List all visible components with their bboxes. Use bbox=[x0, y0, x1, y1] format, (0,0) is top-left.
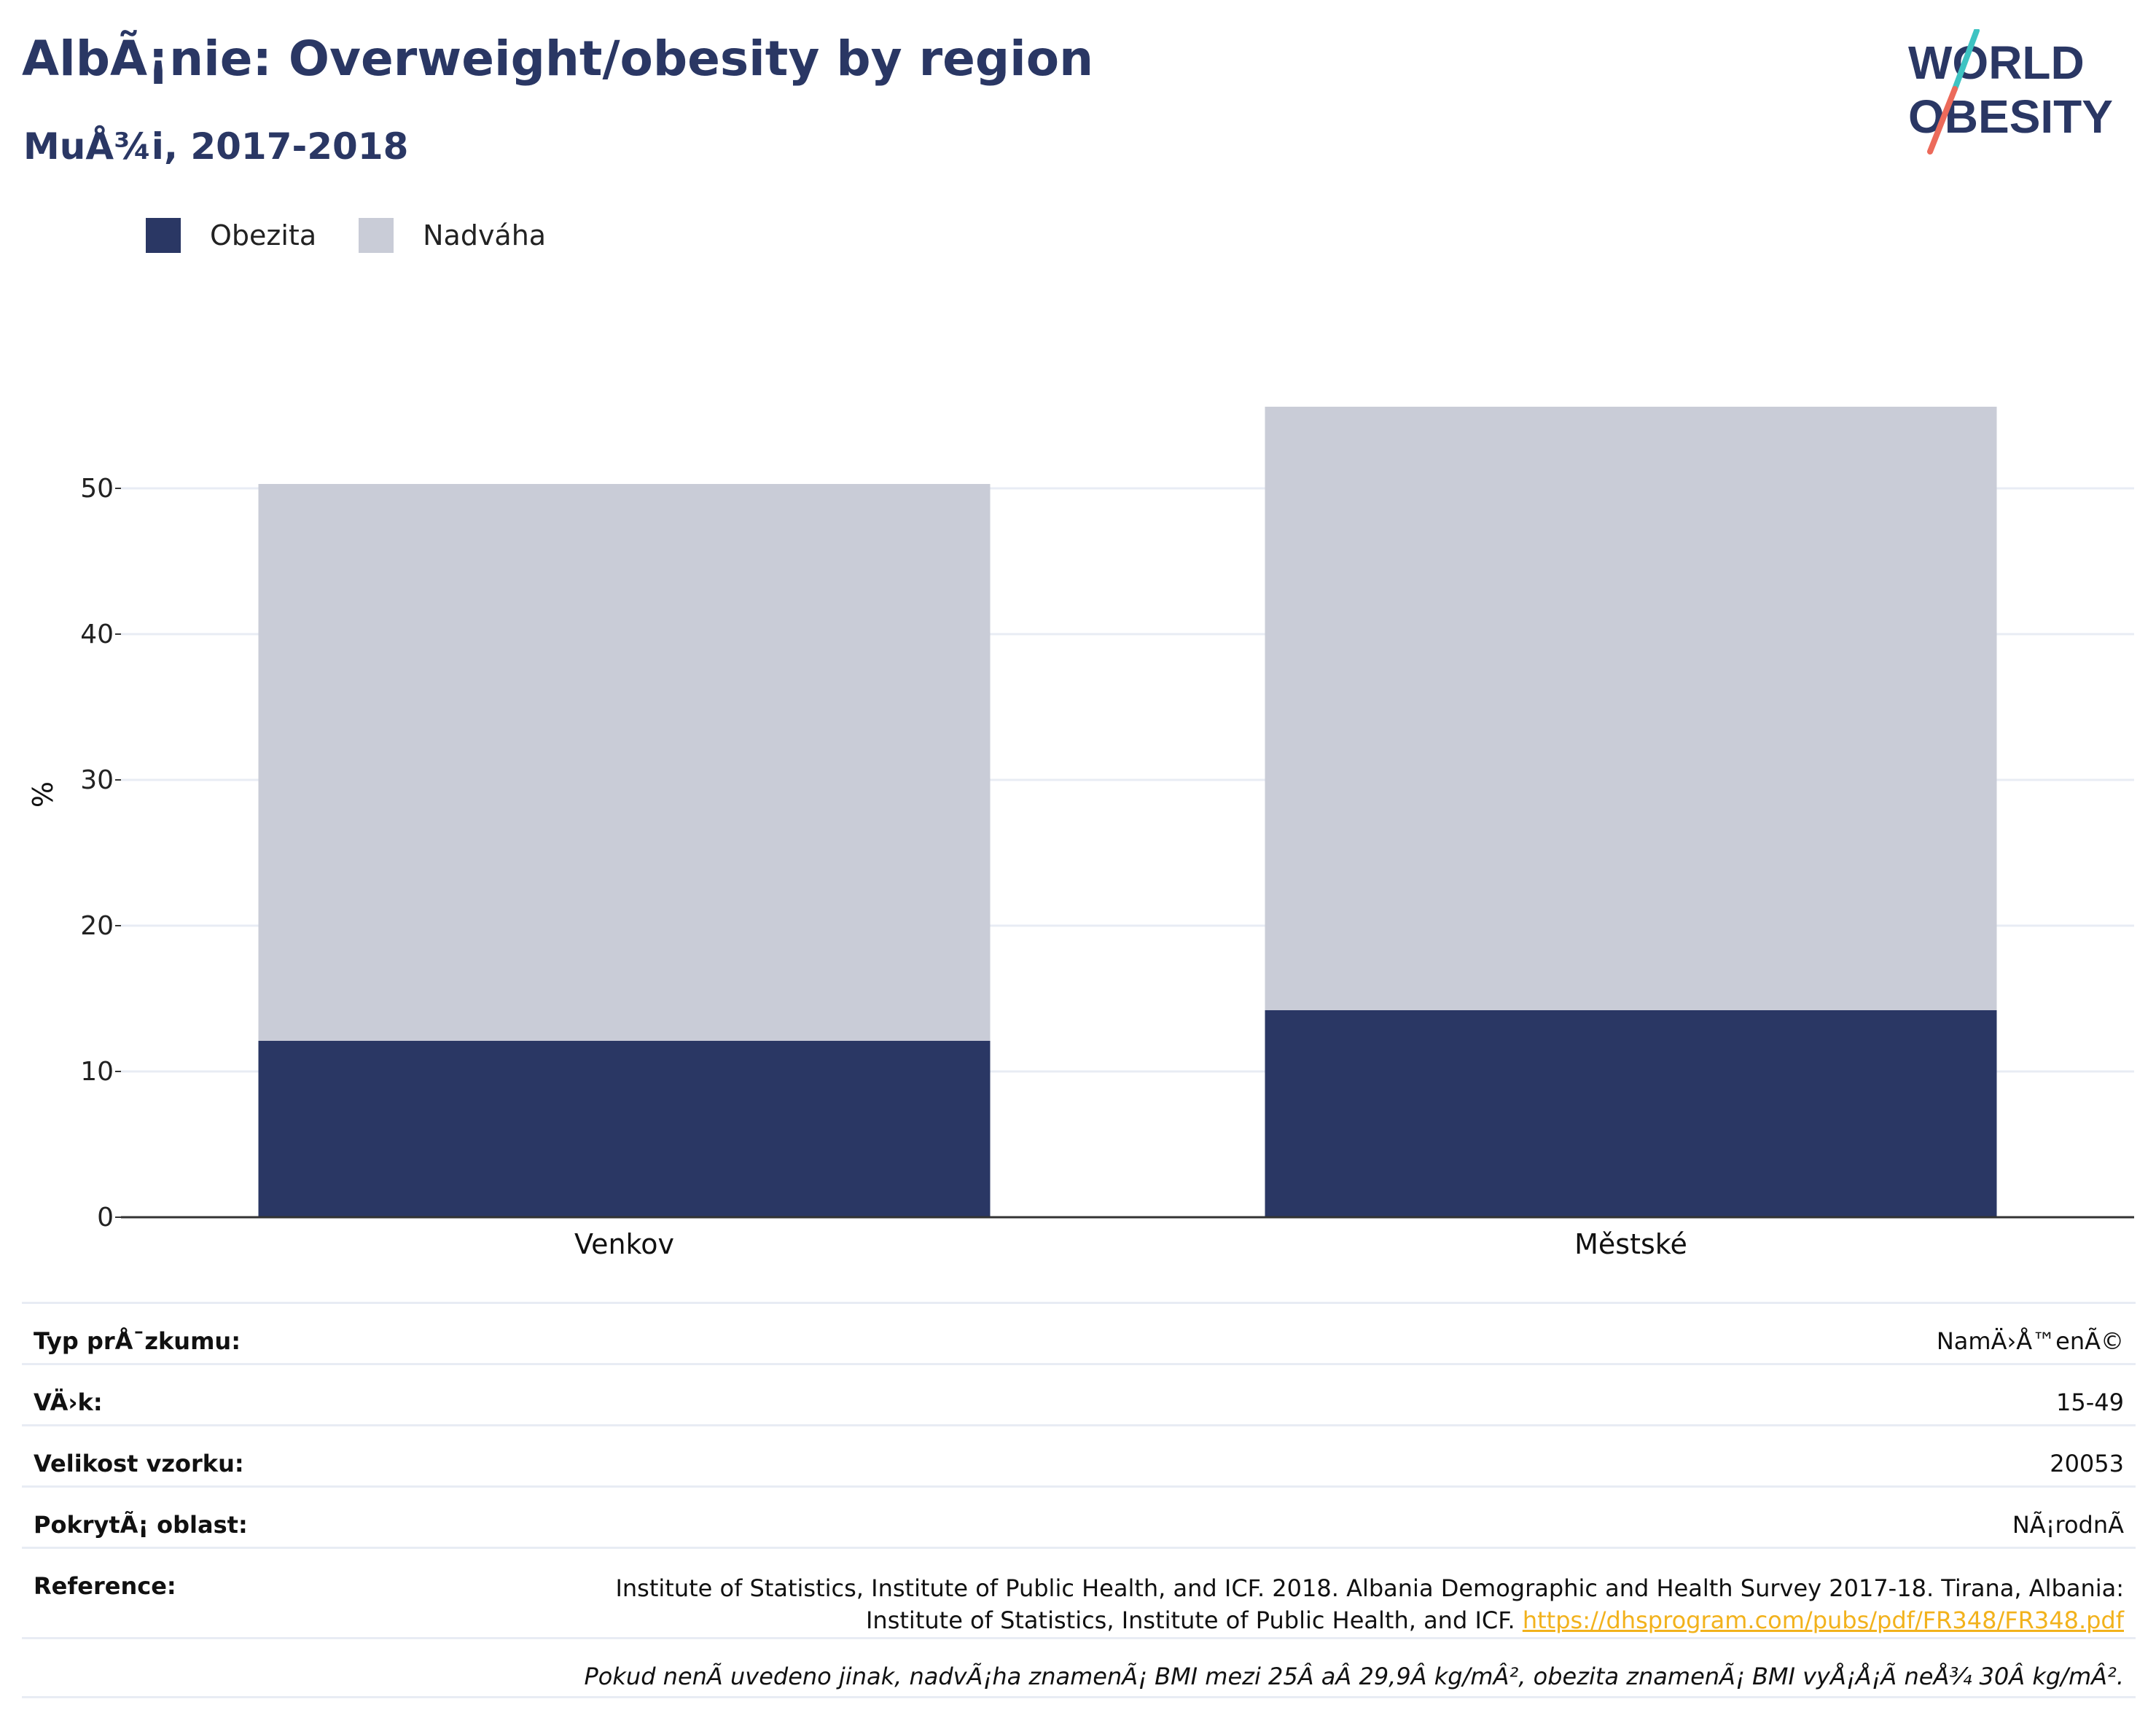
meta-row-reference: Reference: Institute of Statistics, Inst… bbox=[22, 1547, 2136, 1637]
meta-key-age: VÄ›k: bbox=[34, 1389, 103, 1416]
chart-subtitle: MuÅ¾i, 2017-2018 bbox=[23, 125, 409, 168]
meta-key-survey-type: Typ prÅ¯zkumu: bbox=[34, 1327, 241, 1355]
x-tick-label-0: Venkov bbox=[574, 1228, 674, 1260]
meta-value-age: 15-49 bbox=[2056, 1389, 2124, 1416]
legend-swatch-obezita bbox=[146, 218, 181, 253]
world-obesity-logo: WORLD OBESITY bbox=[1908, 29, 2113, 155]
meta-row-sample-size: Velikost vzorku: 20053 bbox=[22, 1424, 2136, 1485]
reference-text-line1: Institute of Statistics, Institute of Pu… bbox=[615, 1574, 2124, 1602]
x-tick-label-1: Městské bbox=[1574, 1228, 1687, 1260]
y-tick-label-0: 0 bbox=[97, 1203, 114, 1233]
bar-obezita-1 bbox=[1265, 1010, 1997, 1217]
logo-line1: WORLD bbox=[1908, 36, 2085, 89]
bar-nadváha-0 bbox=[258, 484, 991, 1041]
bar-nadváha-1 bbox=[1265, 407, 1997, 1010]
reference-link[interactable]: https://dhsprogram.com/pubs/pdf/FR348/FR… bbox=[1522, 1606, 2124, 1634]
reference-text-line2: Institute of Statistics, Institute of Pu… bbox=[615, 1604, 2124, 1636]
meta-key-sample-size: Velikost vzorku: bbox=[34, 1450, 244, 1477]
meta-row-note: Pokud nenÃ uvedeno jinak, nadvÃ¡ha zname… bbox=[22, 1637, 2136, 1698]
legend-label-nadvaha: Nadváha bbox=[423, 219, 547, 251]
bar-obezita-0 bbox=[258, 1041, 991, 1217]
bmi-definition-note: Pokud nenÃ uvedeno jinak, nadvÃ¡ha zname… bbox=[584, 1663, 2125, 1690]
meta-value-survey-type: NamÄ›Å™enÃ© bbox=[1936, 1327, 2124, 1355]
reference-text-line2-text: Institute of Statistics, Institute of Pu… bbox=[865, 1606, 1515, 1634]
y-tick-label-30: 30 bbox=[80, 765, 114, 795]
logo-slash-red bbox=[1927, 86, 1958, 155]
y-tick-label-40: 40 bbox=[80, 620, 114, 649]
legend-label-obezita: Obezita bbox=[210, 219, 317, 251]
legend-swatch-nadvaha bbox=[359, 218, 394, 253]
meta-row-age: VÄ›k: 15-49 bbox=[22, 1363, 2136, 1424]
legend-item-nadvaha[interactable]: Nadváha bbox=[359, 218, 546, 253]
meta-value-coverage: NÃ¡rodnÃ bbox=[2012, 1511, 2124, 1539]
logo-slash-teal bbox=[1952, 29, 1980, 92]
legend-item-obezita[interactable]: Obezita bbox=[146, 218, 316, 253]
meta-key-coverage: PokrytÃ¡ oblast: bbox=[34, 1511, 248, 1539]
survey-metadata-table: Typ prÅ¯zkumu: NamÄ›Å™enÃ© VÄ›k: 15-49 V… bbox=[22, 1302, 2136, 1698]
y-tick-label-50: 50 bbox=[80, 474, 114, 504]
stacked-bar-chart: 0 10 20 30 40 50% Venkov Městské bbox=[27, 407, 2134, 1260]
y-axis-label: % bbox=[27, 781, 59, 808]
meta-value-sample-size: 20053 bbox=[2050, 1450, 2124, 1477]
meta-row-survey-type: Typ prÅ¯zkumu: NamÄ›Å™enÃ© bbox=[22, 1302, 2136, 1363]
y-tick-label-10: 10 bbox=[80, 1057, 114, 1087]
meta-value-reference: Institute of Statistics, Institute of Pu… bbox=[615, 1572, 2124, 1636]
meta-row-coverage: PokrytÃ¡ oblast: NÃ¡rodnÃ bbox=[22, 1485, 2136, 1547]
chart-legend: Obezita Nadváha bbox=[146, 217, 588, 254]
chart-title: AlbÃ¡nie: Overweight/obesity by region bbox=[22, 31, 1094, 87]
y-tick-label-20: 20 bbox=[80, 911, 114, 941]
meta-key-reference: Reference: bbox=[34, 1572, 176, 1600]
